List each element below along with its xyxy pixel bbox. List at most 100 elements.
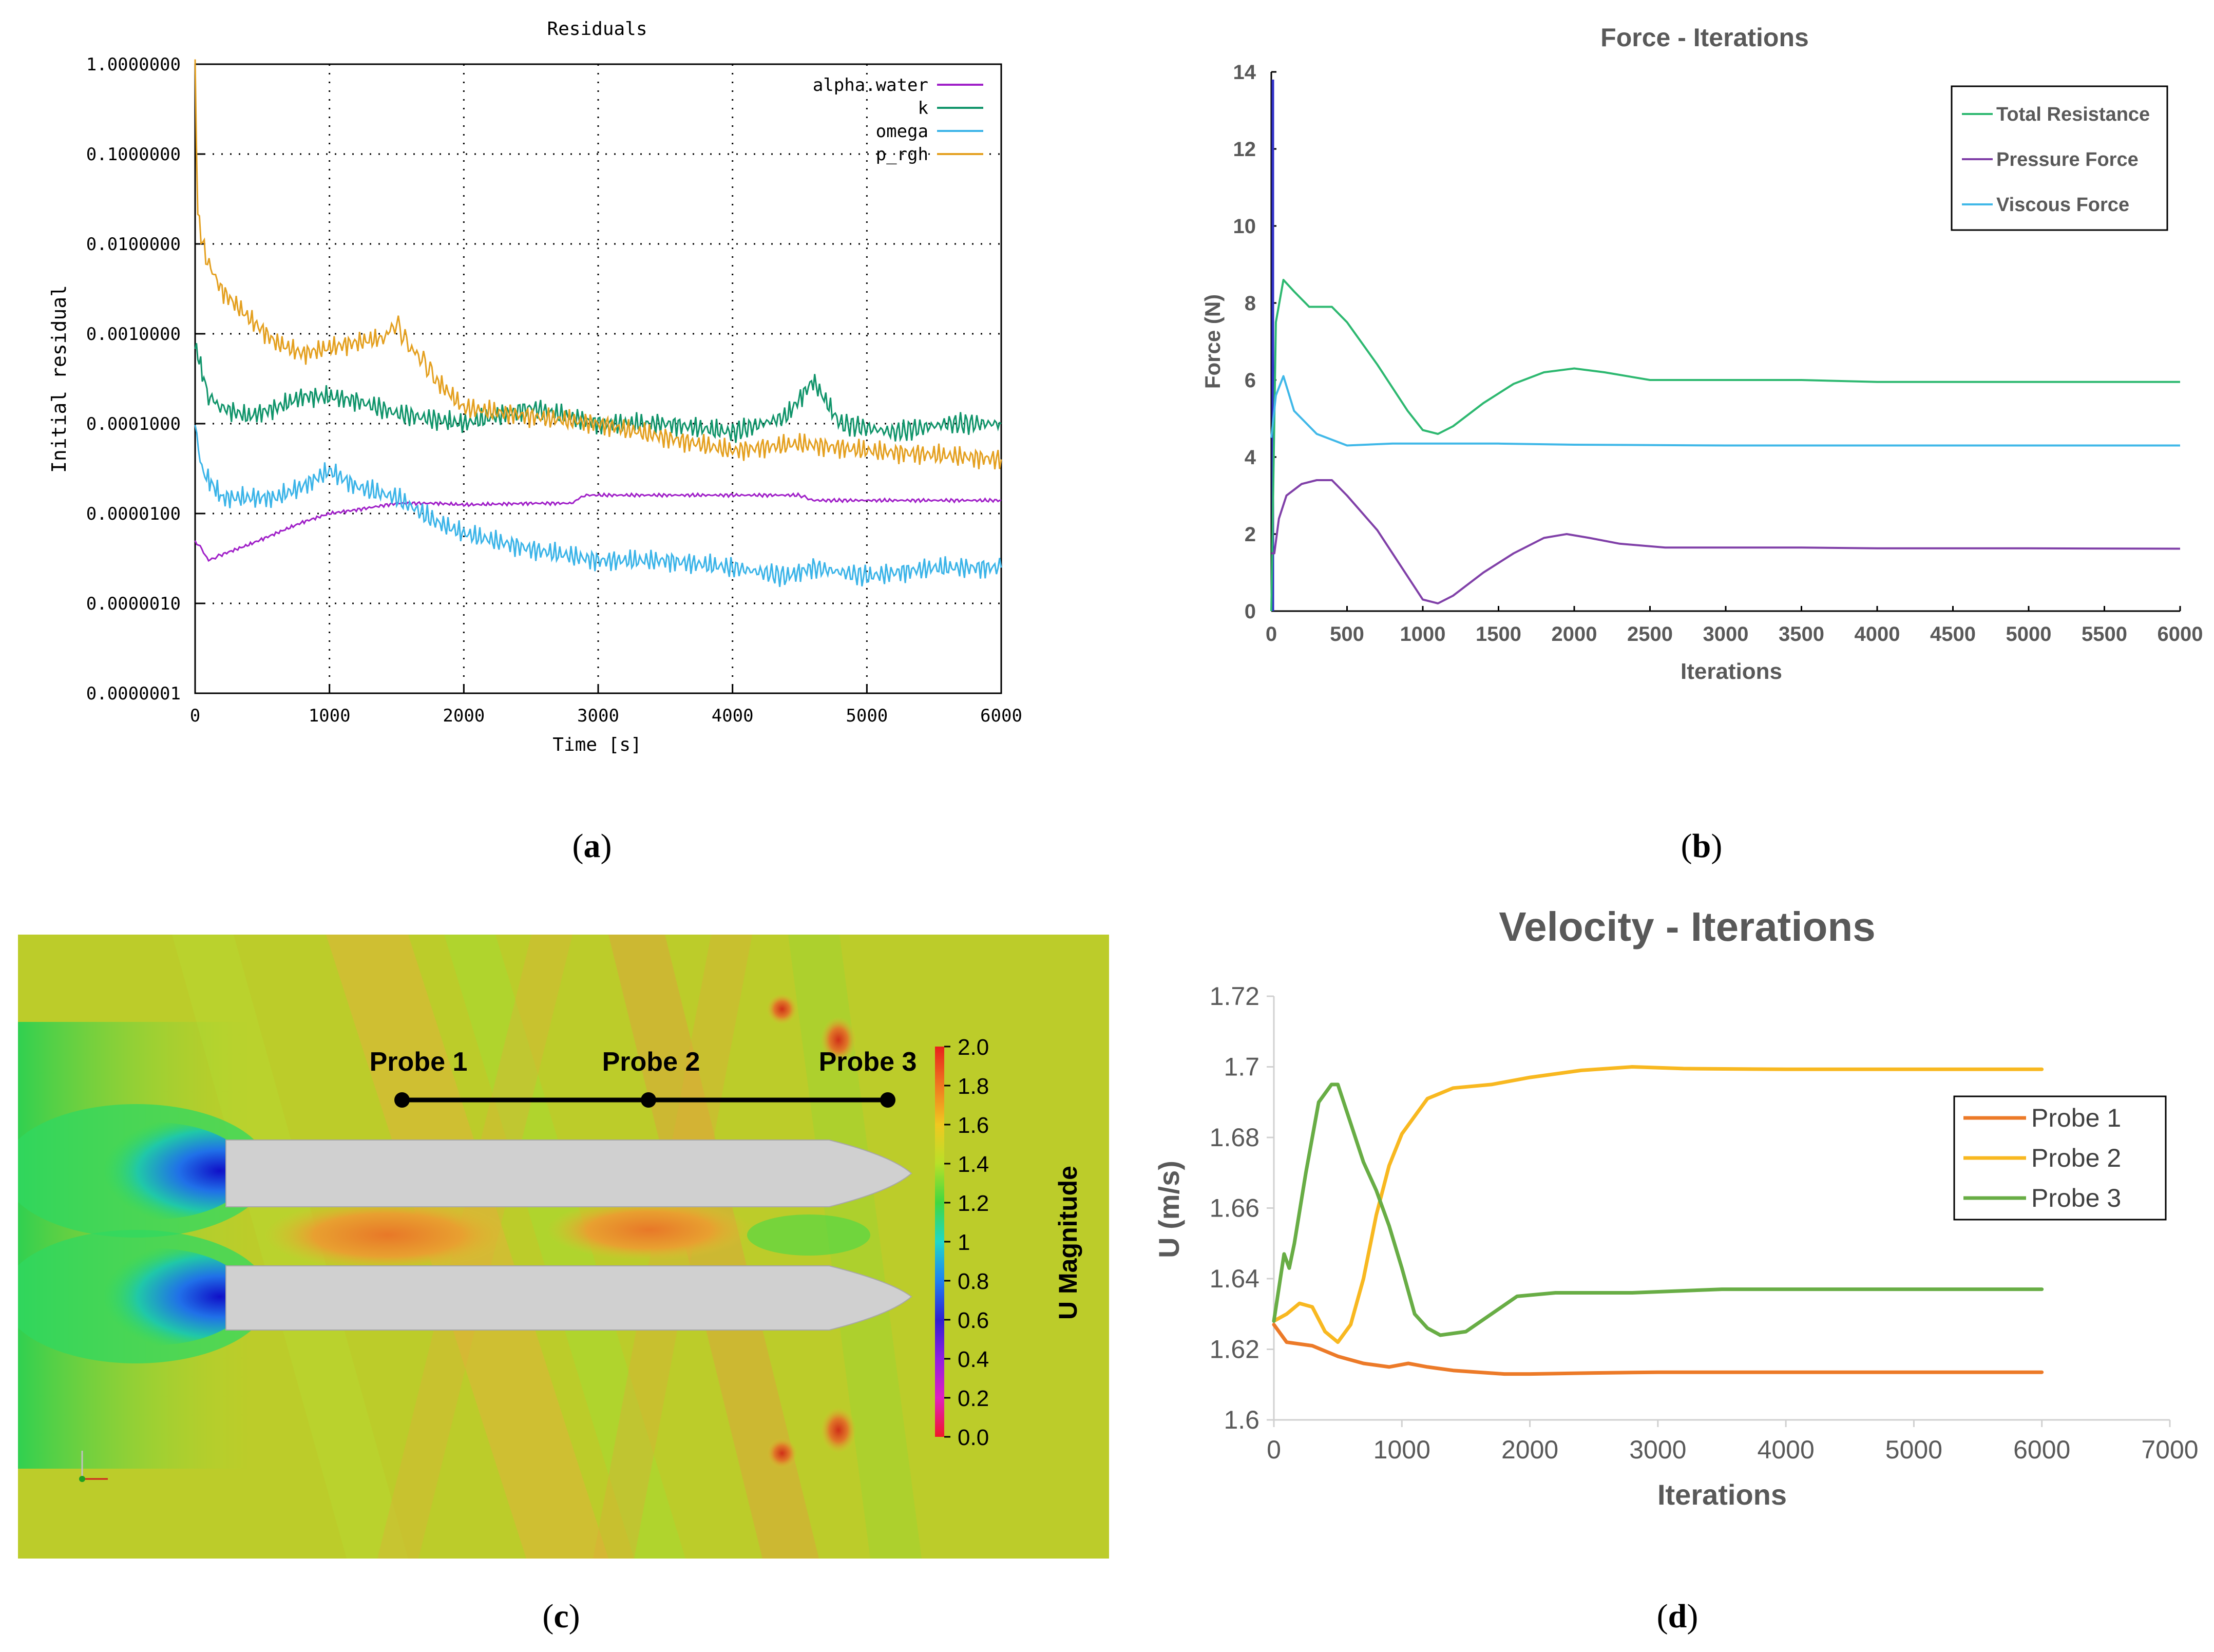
probe-1-label: Probe 1 — [370, 1047, 468, 1077]
chart-d-xtick-label: 3000 — [1629, 1435, 1686, 1464]
chart-a-xtick-label: 6000 — [980, 706, 1022, 726]
chart-b-ytick-label: 12 — [1233, 138, 1256, 161]
chart-d-xtick-label: 1000 — [1373, 1435, 1430, 1464]
caption-c: (c) — [542, 1598, 580, 1635]
chart-b-xtick-label: 0 — [1266, 623, 1277, 645]
chart-b-xtick-label: 5000 — [2006, 623, 2052, 645]
chart-a-series — [194, 59, 1002, 587]
legend-pressure-force-label: Pressure Force — [1996, 149, 2139, 170]
caption-d: (d) — [1656, 1598, 1698, 1635]
chart-d-xlabel: Iterations — [1657, 1478, 1787, 1511]
chart-b-series — [1270, 80, 2181, 612]
colorbar-tick-label: 0.4 — [958, 1347, 989, 1372]
legend-probe-2-label: Probe 2 — [2031, 1144, 2121, 1172]
colorbar-ticks: 2.0 1.8 1.6 1.4 1.2 1 0.8 0.6 0.4 0.2 0.0 — [944, 1035, 989, 1450]
colorbar-title: U Magnitude — [1054, 1166, 1082, 1320]
chart-a: Residuals 0 1000 2000 3000 4000 5000 6000 1.000… — [48, 18, 1022, 755]
colorbar-tick-label: 1 — [958, 1230, 970, 1255]
colorbar — [935, 1047, 944, 1437]
chart-b-xtick-label: 1000 — [1400, 623, 1446, 645]
chart-a-xtick-label: 3000 — [577, 706, 619, 726]
caption-b: (b) — [1681, 827, 1723, 865]
series-alpha-water-line — [194, 492, 1001, 562]
probe-2-label: Probe 2 — [602, 1047, 700, 1077]
legend-probe-1-label: Probe 1 — [2031, 1104, 2121, 1132]
series-omega-line — [194, 425, 1002, 587]
chart-b-ytick-label: 2 — [1245, 523, 1256, 546]
chart-d-xtick-label: 0 — [1267, 1435, 1281, 1464]
chart-b-legend: Total Resistance Pressure Force Viscous Fo… — [1951, 85, 2168, 231]
chart-d-ylabel: U (m/s) — [1153, 1161, 1185, 1258]
colorbar-tick-label: 2.0 — [958, 1035, 989, 1060]
probe-3-label: Probe 3 — [819, 1047, 917, 1077]
chart-b-xtick-label: 500 — [1330, 623, 1364, 645]
chart-d: Velocity - Iterations 0 1000 2000 3000 4000 5… — [1153, 904, 2199, 1511]
chart-d-ytick-label: 1.66 — [1210, 1194, 1259, 1223]
chart-d-xtick-label: 6000 — [2013, 1435, 2070, 1464]
chart-b-xtick-label: 4500 — [1930, 623, 1976, 645]
colorbar-tick-label: 0.0 — [958, 1425, 989, 1450]
series-probe-1-line — [1272, 1322, 2044, 1376]
series-probe-3-line — [1272, 1083, 2044, 1337]
chart-a-ytick-label: 0.0100000 — [86, 234, 181, 255]
chart-b-xtick-label: 1500 — [1476, 623, 1521, 645]
legend-k-label: k — [918, 98, 928, 119]
colorbar-tick-label: 1.4 — [958, 1152, 989, 1177]
legend-total-resistance-label: Total Resistance — [1996, 104, 2150, 125]
series-probe-2-line — [1272, 1065, 2044, 1344]
chart-d-series — [1272, 1065, 2044, 1376]
colorbar-tick-label: 0.6 — [958, 1308, 989, 1333]
hull-upper — [225, 1140, 912, 1207]
chart-d-ytick-label: 1.68 — [1210, 1123, 1259, 1152]
series-total-resistance-line — [1270, 279, 2180, 612]
colorbar-tick-label: 1.2 — [958, 1191, 989, 1216]
chart-d-xtick-label: 5000 — [1885, 1435, 1942, 1464]
legend-omega-label: omega — [876, 121, 928, 142]
chart-a-xtick-label: 4000 — [712, 706, 754, 726]
chart-b-ytick-label: 4 — [1245, 446, 1256, 469]
chart-a-xtick-label: 2000 — [443, 706, 485, 726]
caption-a: (a) — [572, 827, 612, 865]
chart-a-ytick-label: 0.1000000 — [86, 144, 181, 165]
chart-b-ytick-label: 10 — [1233, 215, 1256, 238]
colorbar-tick-label: 0.8 — [958, 1269, 989, 1294]
chart-d-xtick-label: 4000 — [1758, 1435, 1815, 1464]
chart-a-ytick-label: 0.0010000 — [86, 324, 181, 345]
chart-d-legend: Probe 1 Probe 2 Probe 3 — [1953, 1095, 2167, 1221]
series-k-line — [194, 343, 1002, 443]
chart-b-ytick-label: 14 — [1233, 61, 1256, 84]
chart-a-ytick-label: 0.0000100 — [86, 504, 181, 524]
legend-probe-3-label: Probe 3 — [2031, 1184, 2121, 1212]
chart-b-xtick-label: 5500 — [2082, 623, 2127, 645]
chart-a-axes: 0 1000 2000 3000 4000 5000 6000 1.0000000 0.1000… — [86, 54, 1022, 726]
chart-d-ytick-label: 1.64 — [1210, 1264, 1259, 1293]
chart-a-ytick-label: 0.0000010 — [86, 594, 181, 614]
chart-a-xtick-label: 5000 — [846, 706, 888, 726]
chart-a-xtick-label: 1000 — [309, 706, 351, 726]
colorbar-tick-label: 1.6 — [958, 1113, 989, 1138]
probe-1-marker — [394, 1092, 410, 1108]
chart-a-ytick-label: 0.0000001 — [86, 683, 181, 704]
probe-2-marker — [641, 1092, 656, 1108]
chart-a-ylabel: Initial residual — [48, 285, 70, 473]
chart-b: Force - Iterations 0 500 1000 1500 2000 2500 3… — [1200, 23, 2203, 684]
chart-a-xtick-label: 0 — [190, 706, 200, 726]
probe-3-marker — [880, 1092, 895, 1108]
legend-p-rgh-label: p_rgh — [876, 144, 928, 165]
colorbar-tick-label: 1.8 — [958, 1074, 989, 1099]
chart-b-ylabel: Force (N) — [1200, 294, 1225, 389]
chart-a-ytick-label: 0.0001000 — [86, 414, 181, 434]
chart-d-axes: 0 1000 2000 3000 4000 5000 6000 7000 1.6 1.62 1.64… — [1210, 982, 2199, 1464]
series-p-rgh-line — [194, 59, 1002, 470]
chart-a-ytick-label: 1.0000000 — [86, 54, 181, 75]
chart-a-xlabel: Time [s] — [552, 734, 641, 755]
chart-b-xtick-label: 3000 — [1703, 623, 1749, 645]
chart-b-axes: 0 500 1000 1500 2000 2500 3000 3500 4000 4500 5000… — [1233, 61, 2203, 645]
legend-alpha-water-label: alpha.water — [813, 75, 928, 96]
series-viscous-force-line — [1270, 375, 2180, 447]
chart-b-ytick-label: 6 — [1245, 369, 1256, 392]
chart-d-ytick-label: 1.72 — [1210, 982, 1259, 1011]
chart-b-xtick-label: 2500 — [1627, 623, 1673, 645]
chart-d-ytick-label: 1.62 — [1210, 1335, 1259, 1364]
